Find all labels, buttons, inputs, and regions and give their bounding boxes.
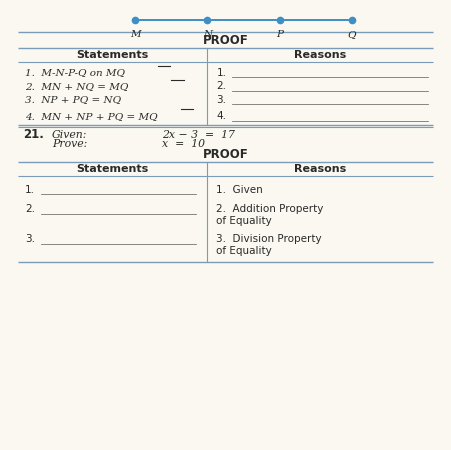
Text: 2.  MN + NQ = MQ: 2. MN + NQ = MQ bbox=[25, 82, 128, 91]
Text: 2x − 3  =  17: 2x − 3 = 17 bbox=[162, 130, 235, 140]
Text: of Equality: of Equality bbox=[216, 216, 272, 226]
Text: PROOF: PROOF bbox=[202, 34, 249, 47]
Text: 2.: 2. bbox=[216, 81, 226, 91]
Text: 1.  Given: 1. Given bbox=[216, 185, 263, 195]
Text: M: M bbox=[130, 30, 141, 39]
Text: Given:: Given: bbox=[52, 130, 87, 140]
Text: 3.  NP + PQ = NQ: 3. NP + PQ = NQ bbox=[25, 95, 121, 104]
Text: 2.  Addition Property: 2. Addition Property bbox=[216, 204, 324, 214]
Text: Reasons: Reasons bbox=[294, 164, 346, 174]
Text: 4.: 4. bbox=[216, 111, 226, 121]
Text: Statements: Statements bbox=[77, 50, 149, 60]
Text: 3.: 3. bbox=[216, 95, 226, 105]
Text: N: N bbox=[203, 30, 212, 39]
Text: 3.  Division Property: 3. Division Property bbox=[216, 234, 322, 244]
Text: 1.: 1. bbox=[25, 185, 35, 195]
Text: P: P bbox=[276, 30, 283, 39]
Text: Q: Q bbox=[348, 30, 356, 39]
Text: Reasons: Reasons bbox=[294, 50, 346, 60]
Text: 2.: 2. bbox=[25, 204, 35, 214]
Text: x  =  10: x = 10 bbox=[162, 139, 205, 149]
Text: 1.  M-N-P-Q on MQ: 1. M-N-P-Q on MQ bbox=[25, 68, 125, 77]
Text: Statements: Statements bbox=[77, 164, 149, 174]
Text: of Equality: of Equality bbox=[216, 246, 272, 256]
Text: 1.: 1. bbox=[216, 68, 226, 78]
Text: Prove:: Prove: bbox=[52, 139, 87, 149]
Text: 4.  MN + NP + PQ = MQ: 4. MN + NP + PQ = MQ bbox=[25, 112, 157, 121]
Text: PROOF: PROOF bbox=[202, 148, 249, 161]
Text: 21.: 21. bbox=[23, 129, 44, 141]
Text: 3.: 3. bbox=[25, 234, 35, 244]
